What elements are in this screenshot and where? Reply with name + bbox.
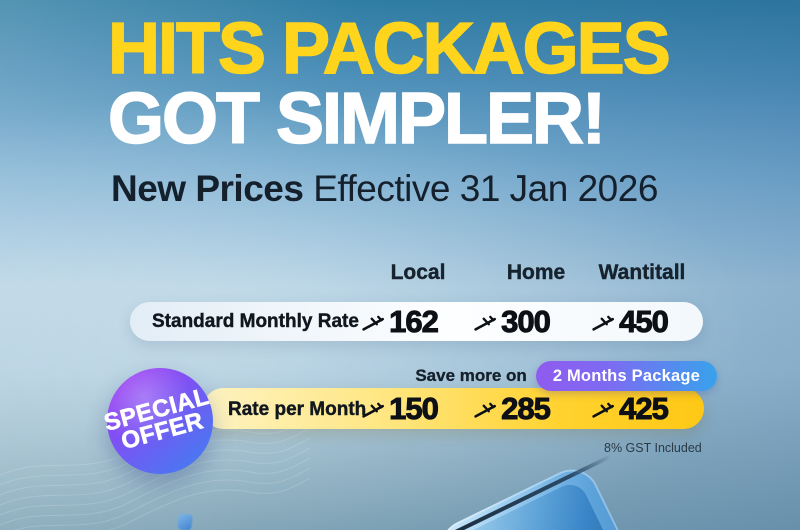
rufiyaa-currency-icon (474, 315, 496, 331)
price-value: 425 (619, 391, 670, 427)
save-more-label: Save more on (415, 366, 527, 385)
standard-price-home: 300 (474, 304, 552, 340)
offer-rate-label: Rate per Month (228, 399, 367, 420)
price-value: 150 (389, 391, 440, 427)
standard-rate-label: Standard Monthly Rate (152, 311, 359, 332)
glass-cube-decoration (403, 454, 649, 530)
standard-price-wantitall: 450 (592, 304, 670, 340)
column-header-wantitall: Wantitall (598, 261, 686, 284)
offer-price-local: 150 (362, 391, 440, 427)
headline-line1: HITS PACKAGES (107, 9, 671, 89)
price-value: 162 (389, 304, 440, 340)
standard-price-local: 162 (362, 304, 440, 340)
offer-price-wantitall: 425 (592, 391, 670, 427)
two-months-package-pill: 2 Months Package (535, 361, 717, 391)
rufiyaa-currency-icon (592, 402, 614, 418)
column-header-local: Local (390, 261, 446, 284)
gst-footnote: 8% GST Included (604, 441, 702, 455)
headline: HITS PACKAGES GOT SIMPLER! (107, 9, 671, 159)
column-header-home: Home (506, 261, 566, 284)
rufiyaa-currency-icon (362, 402, 384, 418)
rufiyaa-currency-icon (474, 402, 496, 418)
headline-line2: GOT SIMPLER! (107, 79, 606, 159)
offer-price-home: 285 (474, 391, 552, 427)
rufiyaa-currency-icon (592, 315, 614, 331)
offer-rate-pill (203, 388, 704, 429)
effective-date-subtitle: New Prices Effective 31 Jan 2026 (111, 168, 658, 210)
subtitle-bold: New Prices (111, 168, 304, 209)
price-value: 285 (501, 391, 552, 427)
price-value: 450 (619, 304, 670, 340)
price-value: 300 (501, 304, 552, 340)
subtitle-rest: Effective 31 Jan 2026 (313, 168, 658, 209)
save-more-row: Save more on 2 Months Package (415, 361, 717, 391)
special-offer-badge-text: SPECIAL OFFER (101, 383, 217, 456)
rufiyaa-currency-icon (362, 315, 384, 331)
small-blue-object (176, 513, 194, 530)
special-offer-badge: SPECIAL OFFER (101, 368, 213, 474)
